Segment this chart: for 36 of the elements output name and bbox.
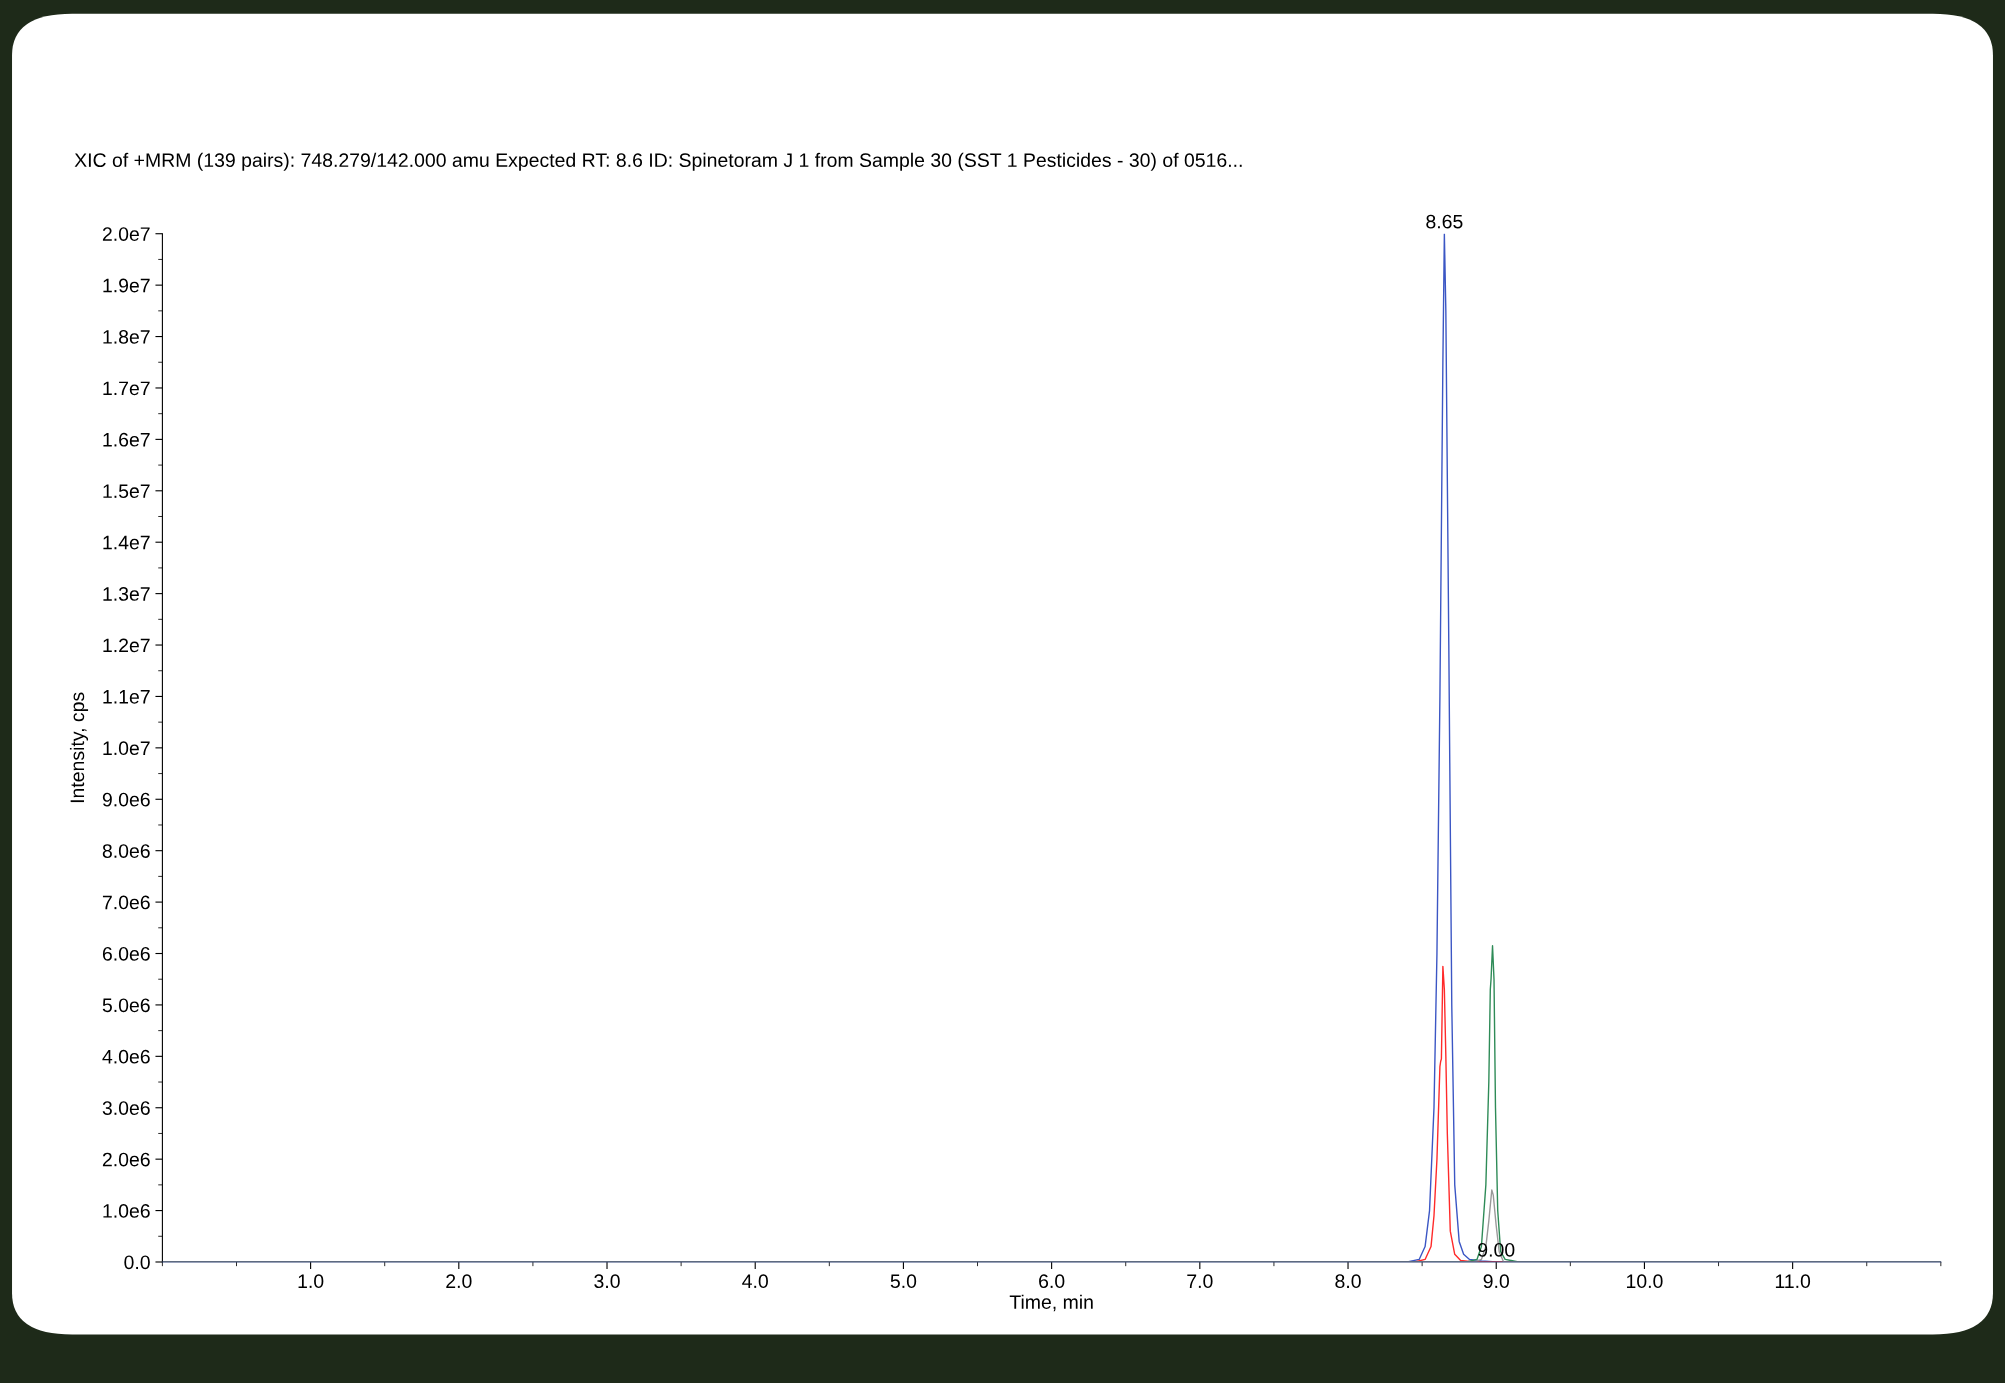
y-tick-label: 1.4e7 (103, 535, 150, 550)
y-tick-label: 1.7e7 (103, 381, 150, 396)
x-axis-title: Time, min (1009, 1294, 1093, 1312)
y-tick-label: 5.0e6 (102, 998, 150, 1013)
y-tick-label: 1.8e7 (103, 330, 150, 344)
chart-title: XIC of +MRM (139 pairs): 748.279/142.000 amu Expected RT: 8.6 ID: Spinetoram J 1 from Sample 30 (SST 1 Pesticides - 30) of 0516... (74, 152, 1242, 171)
x-tick-label: 9.0 (1483, 1274, 1509, 1289)
y-tick-label: 2.0e6 (102, 1152, 150, 1167)
x-tick-label: 10.0 (1627, 1274, 1663, 1289)
y-tick-label: 7.0e6 (102, 895, 150, 910)
y-tick-label: 1.3e7 (103, 587, 150, 601)
x-tick-label: 7.0 (1187, 1274, 1213, 1289)
y-tick-label: 1.2e7 (103, 638, 150, 653)
y-tick-label: 1.0e6 (103, 1204, 150, 1218)
x-tick-label: 2.0 (446, 1274, 472, 1289)
x-tick-label: 6.0 (1039, 1274, 1065, 1289)
x-tick-label: 11.0 (1775, 1274, 1811, 1289)
annotation: 8.65 (1426, 214, 1463, 229)
x-tick-label: 3.0 (594, 1274, 620, 1289)
y-tick-label: 6.0e6 (102, 946, 150, 961)
y-tick-label: 0.0 (124, 1255, 150, 1270)
y-tick-label: 1.0e7 (103, 741, 150, 756)
y-tick-label: 4.0e6 (102, 1049, 150, 1064)
y-tick-label: 1.1e7 (103, 690, 150, 704)
x-tick-label: 5.0 (890, 1274, 917, 1289)
x-tick-label: 1.0 (298, 1274, 324, 1289)
y-tick-label: 2.0e7 (102, 227, 150, 241)
y-tick-label: 1.5e7 (103, 484, 150, 499)
x-tick-label: 4.0 (742, 1274, 768, 1289)
x-tick-label: 8.0 (1335, 1274, 1361, 1289)
y-tick-label: 9.0e6 (102, 792, 150, 807)
y-axis-title: Intensity, cps (69, 692, 89, 803)
y-tick-label: 1.9e7 (103, 278, 150, 293)
y-tick-label: 3.0e6 (102, 1101, 150, 1115)
y-tick-label: 1.6e7 (103, 432, 150, 447)
y-tick-label: 8.0e6 (102, 844, 150, 858)
